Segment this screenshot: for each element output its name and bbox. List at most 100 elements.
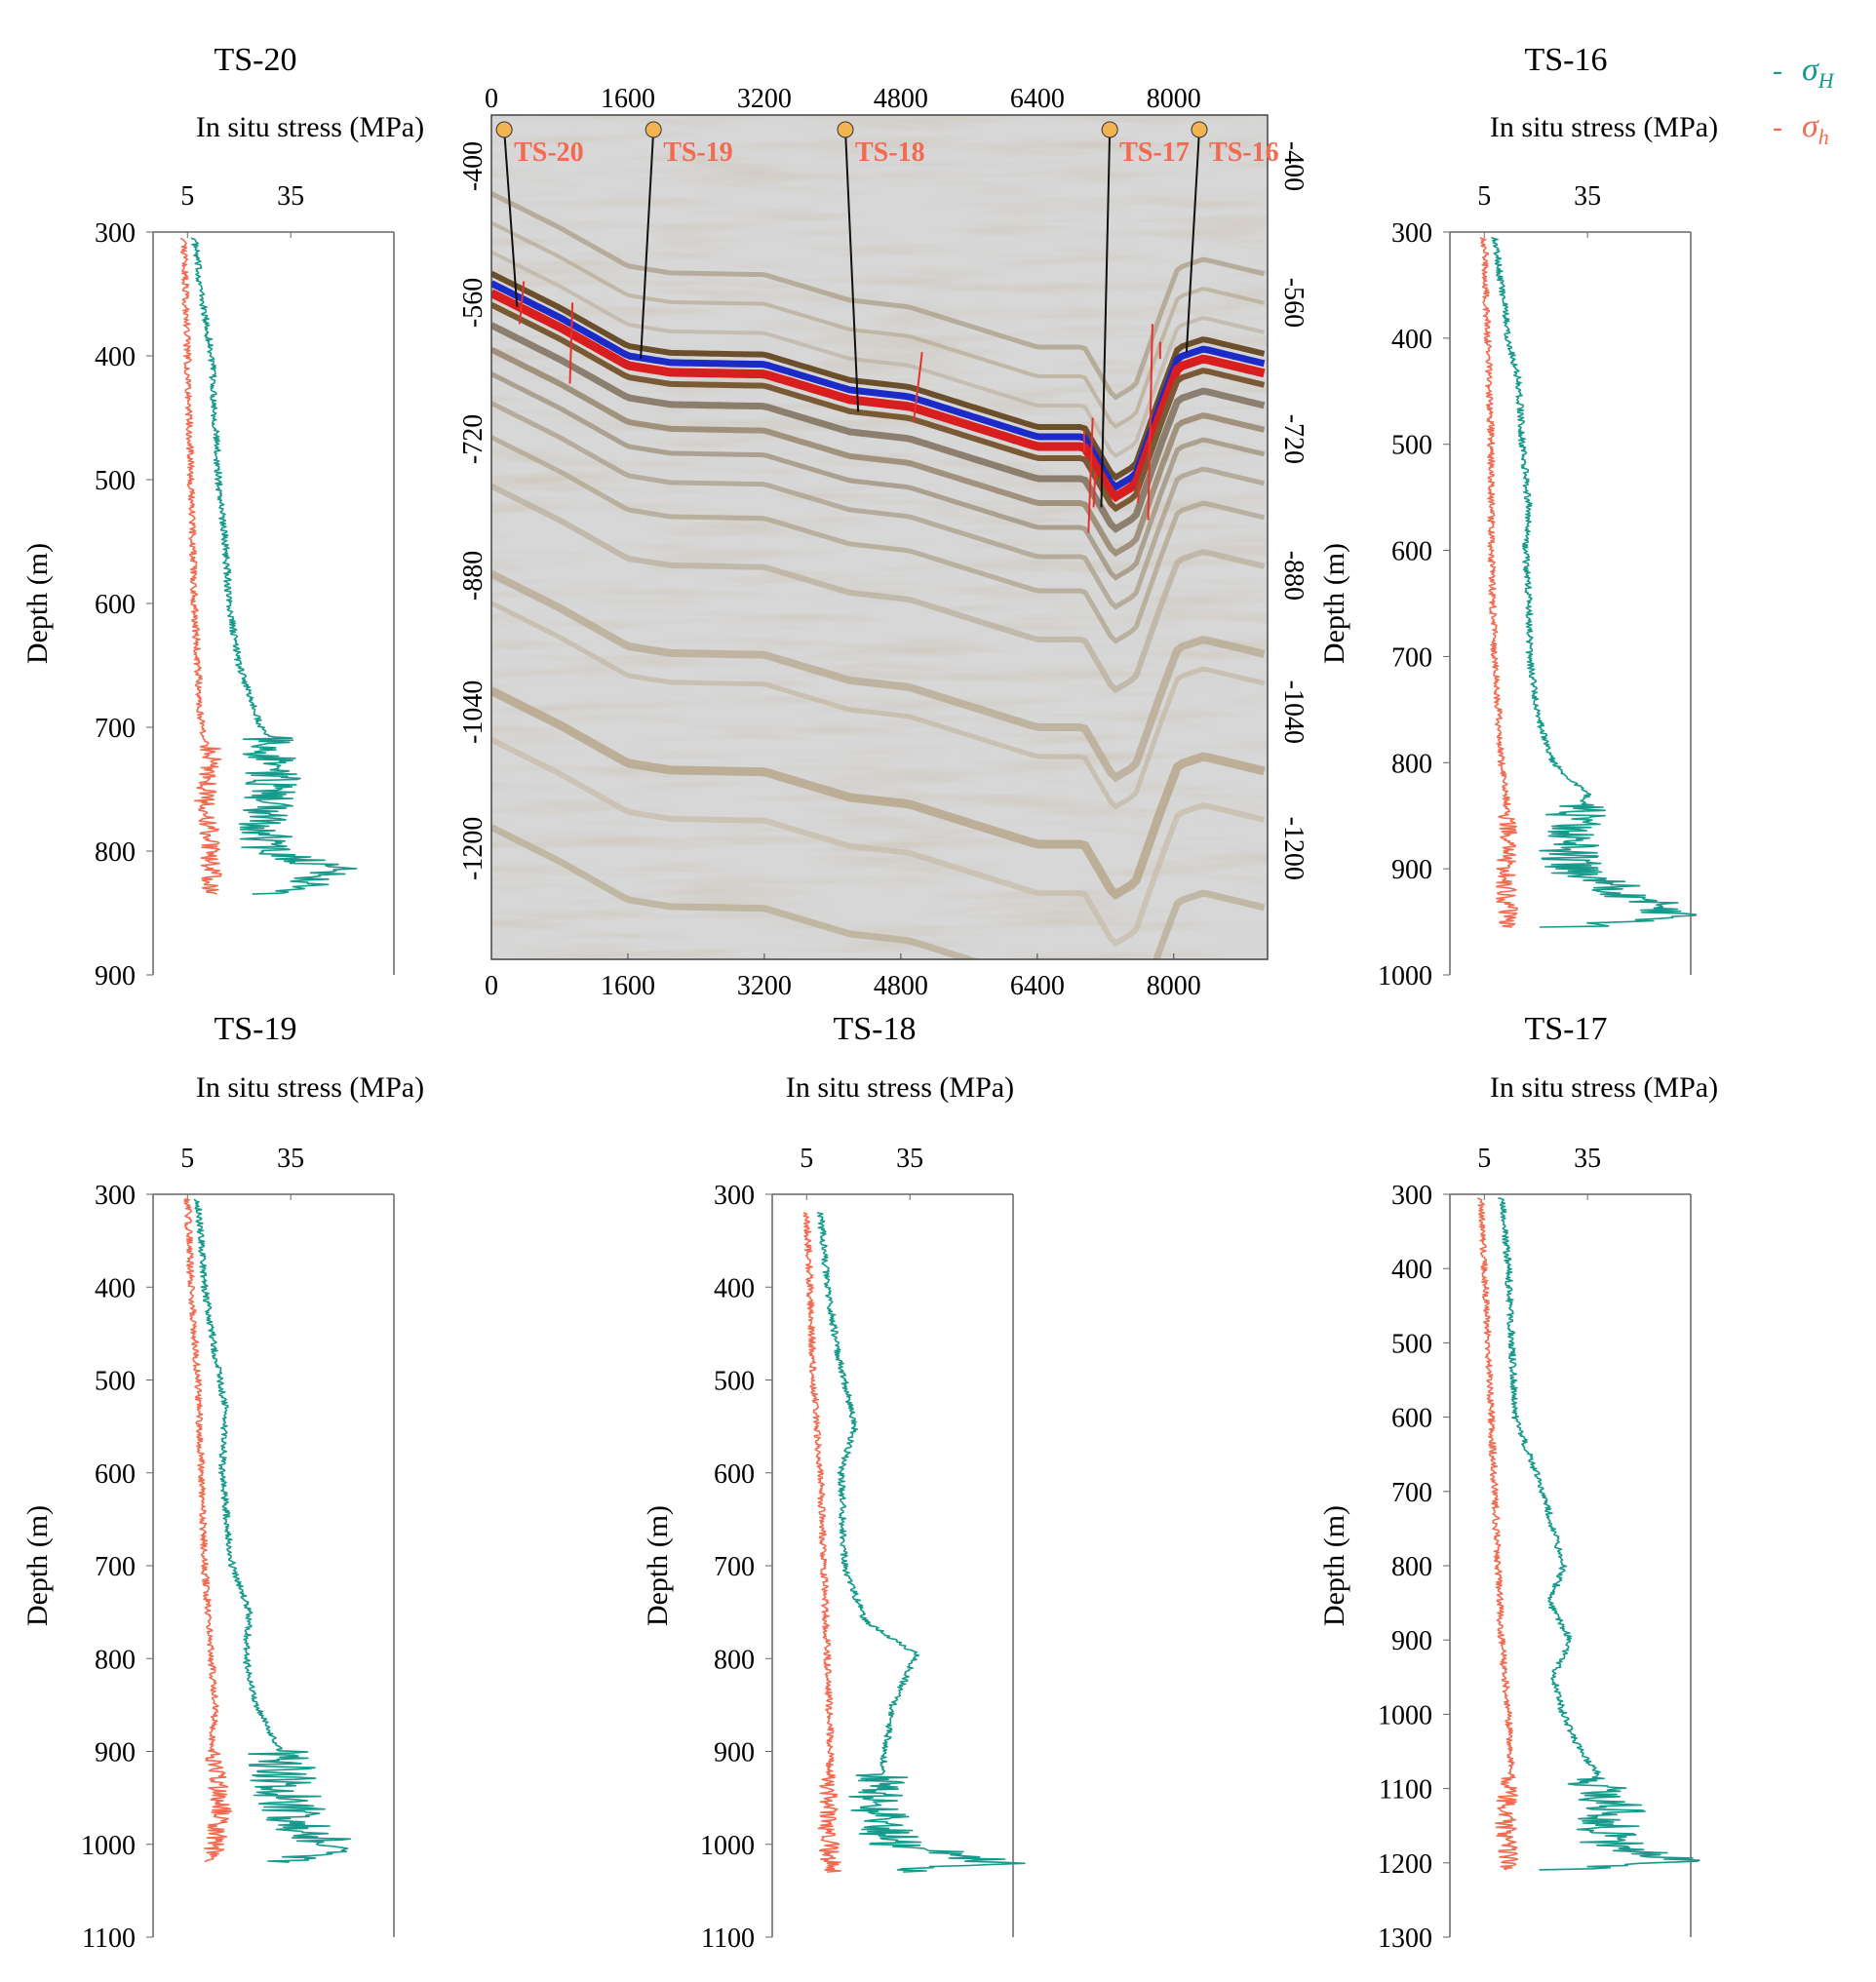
y-tick-label: 800 xyxy=(95,837,136,868)
y-tick-label: 400 xyxy=(95,342,136,372)
fault-line xyxy=(1092,471,1097,508)
y-tick-label: 400 xyxy=(1391,1255,1432,1285)
well-trajectory xyxy=(640,129,655,360)
seismic-top-tick-label: 6400 xyxy=(1010,84,1065,114)
well-label: TS-16 xyxy=(1209,137,1279,168)
reflector-red xyxy=(491,289,1266,503)
seismic-bottom-tick-label: 0 xyxy=(485,971,498,1001)
seismic-bottom-tick-label: 3200 xyxy=(737,971,792,1001)
fault-line xyxy=(1137,482,1141,504)
reflector-band xyxy=(491,191,1266,401)
seismic-left-tick-label: -1200 xyxy=(458,817,489,880)
y-tick-label: 500 xyxy=(95,466,136,496)
series-sigma-h xyxy=(1476,1197,1519,1871)
series-sigma-h xyxy=(179,237,222,895)
reflector-band xyxy=(491,346,1266,558)
series-sigma-H xyxy=(190,237,358,895)
x-tick-label: 5 xyxy=(1477,1144,1491,1174)
y-tick-label: 500 xyxy=(714,1367,755,1397)
y-tick-label: 700 xyxy=(95,1552,136,1582)
x-tick-label: 35 xyxy=(1574,1144,1601,1174)
y-tick-label: 400 xyxy=(95,1273,136,1303)
y-tick-label: 700 xyxy=(1391,1478,1432,1508)
well-label: TS-19 xyxy=(663,137,733,168)
reflector-brown-lower xyxy=(491,301,1266,513)
legend-sigma-H-dash: - xyxy=(1773,55,1782,87)
seismic-left-tick-label: -1040 xyxy=(458,680,489,744)
seismic-right-tick-label: -400 xyxy=(1278,141,1309,191)
panel-title: TS-18 xyxy=(834,1011,917,1047)
well-label: TS-17 xyxy=(1119,137,1190,168)
reflector-band xyxy=(491,220,1265,430)
y-tick-label: 900 xyxy=(95,1738,136,1768)
fault-line xyxy=(1087,417,1094,533)
x-tick-label: 5 xyxy=(180,181,194,212)
seismic-bottom-tick-label: 4800 xyxy=(874,971,928,1001)
seismic-top-tick-label: 3200 xyxy=(737,84,792,114)
x-axis-label: In situ stress (MPa) xyxy=(196,1071,424,1104)
y-tick-label: 1000 xyxy=(1378,1700,1432,1730)
x-tick-label: 35 xyxy=(277,1144,304,1174)
y-tick-label: 800 xyxy=(1391,749,1432,779)
y-tick-label: 1000 xyxy=(1378,961,1432,991)
reflector-band xyxy=(491,824,1266,959)
y-tick-label: 300 xyxy=(714,1181,755,1211)
y-tick-label: 300 xyxy=(1391,218,1432,249)
y-tick-label: 500 xyxy=(1391,431,1432,461)
fault-line xyxy=(518,281,526,325)
reflector-band xyxy=(491,401,1266,610)
y-tick-label: 600 xyxy=(1391,1404,1432,1434)
panel-title: TS-19 xyxy=(215,1011,297,1047)
x-tick-label: 35 xyxy=(1574,181,1601,212)
y-tick-label: 300 xyxy=(95,1181,136,1211)
y-axis-label: Depth (m) xyxy=(1318,543,1350,664)
y-tick-label: 900 xyxy=(95,961,136,991)
x-axis-label: In situ stress (MPa) xyxy=(196,111,424,143)
seismic-right-tick-label: -1040 xyxy=(1278,680,1309,744)
y-tick-label: 700 xyxy=(95,714,136,744)
x-axis-label: In situ stress (MPa) xyxy=(1490,111,1718,143)
seismic-right-tick-label: -560 xyxy=(1278,278,1309,328)
series-sigma-H xyxy=(193,1198,352,1863)
y-axis-label: Depth (m) xyxy=(21,543,54,664)
series-sigma-h xyxy=(802,1212,842,1873)
series-sigma-h xyxy=(183,1198,232,1863)
seismic-right-tick-label: -880 xyxy=(1278,551,1309,601)
y-tick-label: 300 xyxy=(95,218,136,249)
seismic-left-tick-label: -400 xyxy=(458,141,489,191)
seismic-frame xyxy=(490,114,1269,960)
y-tick-label: 800 xyxy=(714,1645,755,1675)
y-tick-label: 600 xyxy=(95,1459,136,1490)
legend: - σH - σh xyxy=(1773,52,1835,149)
reflector-band xyxy=(491,322,1266,533)
well-marker xyxy=(645,121,662,138)
x-tick-label: 35 xyxy=(277,181,304,212)
seismic-right-tick-label: -720 xyxy=(1278,414,1309,464)
y-tick-label: 900 xyxy=(1391,1626,1432,1656)
x-tick-label: 5 xyxy=(180,1144,194,1174)
y-tick-label: 1000 xyxy=(81,1831,136,1861)
panel-title: TS-20 xyxy=(215,42,297,78)
legend-sigma-H: σH xyxy=(1802,52,1835,93)
x-tick-label: 5 xyxy=(800,1144,813,1174)
y-tick-label: 600 xyxy=(95,590,136,620)
well-marker xyxy=(1101,121,1118,138)
seismic-right-tick-label: -1200 xyxy=(1278,817,1309,880)
well-label: TS-18 xyxy=(855,137,925,168)
reflector-band xyxy=(491,371,1266,581)
reflector-band xyxy=(491,736,1266,948)
well-trajectory xyxy=(1100,129,1112,508)
seismic-left-tick-label: -720 xyxy=(458,414,489,464)
seismic-bottom-tick-label: 1600 xyxy=(601,971,655,1001)
y-tick-label: 1100 xyxy=(701,1924,755,1954)
seismic-section: 0 0 1600 1600 3200 3200 4800 4800 6400 6400 8000 80… xyxy=(458,84,1309,1001)
well-trajectory xyxy=(844,129,860,412)
y-tick-label: 500 xyxy=(95,1367,136,1397)
well-marker xyxy=(1191,121,1208,138)
panel-title: TS-16 xyxy=(1525,42,1608,78)
series-sigma-H xyxy=(1498,1197,1700,1871)
y-tick-label: 1000 xyxy=(700,1831,755,1861)
seismic-left-tick-label: -880 xyxy=(458,551,489,601)
y-tick-label: 1100 xyxy=(1379,1775,1432,1806)
